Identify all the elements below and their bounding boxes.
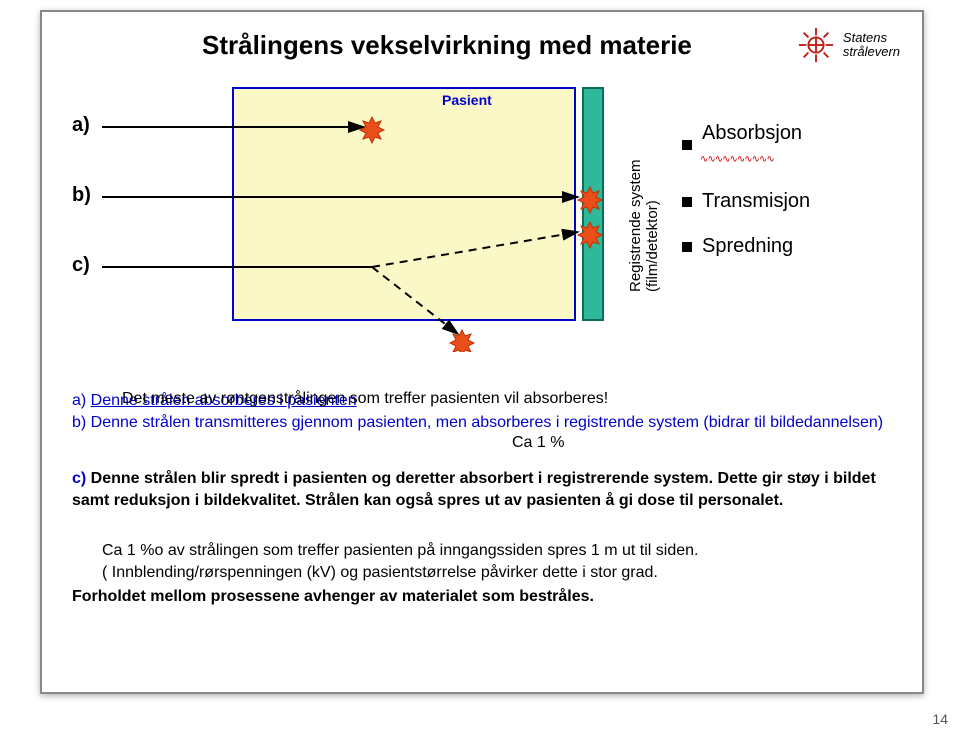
paragraph-c: c) Denne strålen blir spredt i pasienten… bbox=[72, 468, 892, 511]
logo-line2: strålevern bbox=[843, 45, 900, 59]
bullet-label: Spredning bbox=[702, 235, 793, 258]
overlay-b: Ca 1 % bbox=[512, 434, 564, 452]
burst-icon bbox=[360, 117, 384, 143]
bullet-scattering: Spredning bbox=[682, 235, 810, 258]
square-bullet-icon bbox=[682, 140, 692, 150]
square-bullet-icon bbox=[682, 197, 692, 207]
org-logo: Statens strålevern bbox=[797, 26, 900, 64]
spellcheck-squiggle-icon: ∿∿∿∿∿∿∿∿∿∿ bbox=[700, 154, 774, 165]
paragraph-final: Forholdet mellom prosessene avhenger av … bbox=[72, 586, 892, 608]
page-number: 14 bbox=[932, 711, 948, 727]
page: Strålingens vekselvirkning med materie bbox=[0, 0, 960, 733]
prefix-c: c) bbox=[72, 470, 91, 487]
paragraph-b: b) Denne strålen transmitteres gjennom p… bbox=[72, 412, 892, 434]
bullet-label: Transmisjon bbox=[702, 190, 810, 213]
bullet-transmission: Transmisjon bbox=[682, 190, 810, 213]
slide-frame: Strålingens vekselvirkning med materie bbox=[40, 10, 924, 694]
sun-icon bbox=[797, 26, 835, 64]
bullet-label: Absorbsjon bbox=[702, 122, 802, 144]
text-b: Denne strålen transmitteres gjennom pasi… bbox=[91, 414, 883, 431]
slide-title: Strålingens vekselvirkning med materie bbox=[202, 30, 692, 61]
logo-text: Statens strålevern bbox=[843, 31, 900, 60]
burst-icon bbox=[578, 187, 602, 213]
prefix-b: b) bbox=[72, 414, 91, 431]
ray-c-up bbox=[372, 232, 578, 267]
burst-icon bbox=[450, 330, 474, 352]
burst-icon bbox=[578, 222, 602, 248]
logo-line1: Statens bbox=[843, 31, 900, 45]
bullet-list: Absorbsjon ∿∿∿∿∿∿∿∿∿∿ Transmisjon Spredn… bbox=[682, 122, 810, 280]
square-bullet-icon bbox=[682, 242, 692, 252]
interaction-diagram: a) b) c) Pasient Registrende system (fil… bbox=[72, 82, 892, 342]
prefix-a: a) bbox=[72, 392, 91, 409]
bullet-absorption: Absorbsjon ∿∿∿∿∿∿∿∿∿∿ bbox=[682, 122, 810, 168]
overlay-a: Det meste av røntgenstrålingen som treff… bbox=[122, 390, 608, 408]
ray-c-down bbox=[372, 267, 458, 334]
overlay-c: Ca 1 %o av strålingen som treffer pasien… bbox=[102, 540, 892, 583]
text-c: Denne strålen blir spredt i pasienten og… bbox=[72, 470, 876, 509]
